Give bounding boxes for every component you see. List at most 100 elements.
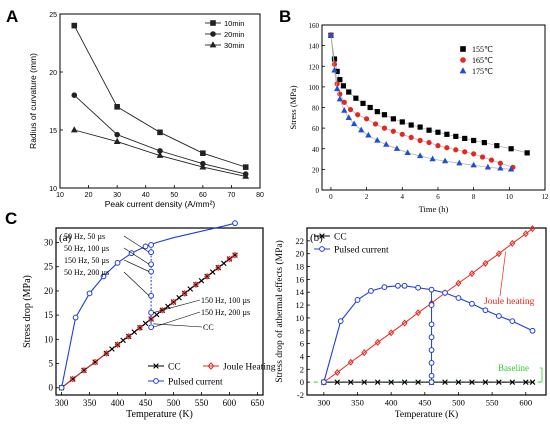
data-point (462, 135, 468, 142)
y-tick-label: 15 (44, 310, 54, 320)
data-point-joule (509, 239, 516, 247)
data-point-pulsed (58, 384, 65, 391)
data-point-cc (92, 359, 98, 365)
data-point (334, 85, 341, 92)
legend-marker (460, 46, 466, 52)
annotation-leader (153, 299, 201, 313)
legend-marker (210, 31, 216, 37)
legend-label: 165℃ (472, 56, 493, 65)
data-point (355, 112, 361, 118)
data-point-pulsed (401, 282, 408, 289)
legend-label: Pulsed current (334, 246, 389, 256)
y-tick-label: 10 (49, 186, 57, 193)
data-point-joule (159, 306, 166, 314)
data-point-cc (232, 252, 238, 258)
data-point (71, 22, 78, 29)
x-tick-label: 20 (85, 192, 93, 199)
data-point-cc (176, 294, 182, 301)
annotation-leader (123, 259, 150, 272)
data-point (417, 124, 423, 130)
x-tick-label: 10 (506, 193, 514, 201)
y-axis-label: Stress drop (MPa) (22, 275, 33, 348)
data-point (360, 100, 366, 106)
panel-label-a: A (6, 7, 18, 26)
data-point (345, 114, 352, 120)
x-tick-label: 500 (452, 398, 465, 408)
y-tick-label: -2 (297, 390, 304, 400)
data-point-joule (388, 329, 395, 337)
data-point (417, 137, 423, 144)
data-point-pulsed (428, 372, 435, 379)
sub-label: (b) (310, 232, 323, 244)
y-tick-label: 20 (44, 286, 54, 296)
annotation-label: 150 Hz, 50 µs (64, 256, 109, 265)
y-tick-label: 2 (300, 364, 304, 374)
y-axis-label: Stress (MPa) (288, 85, 298, 129)
data-point (435, 143, 441, 149)
data-point-cc (215, 264, 222, 271)
y-tick-label: 22 (296, 236, 305, 246)
y-tick-label: 8 (300, 326, 304, 336)
x-tick-label: 600 (519, 398, 532, 408)
data-point (114, 104, 120, 110)
data-point (347, 106, 354, 113)
data-point (157, 129, 163, 136)
data-point (390, 116, 396, 122)
data-point-joule (114, 341, 121, 349)
data-point-joule (415, 309, 422, 317)
data-point-pulsed (381, 284, 388, 290)
data-point-joule (148, 315, 154, 323)
data-point (453, 133, 459, 139)
data-point (479, 154, 486, 160)
annotation-label: 50 Hz, 100 µs (64, 244, 109, 253)
data-point-cc (226, 256, 233, 262)
data-point-pulsed (337, 318, 344, 325)
y-tick-label: 20 (49, 70, 57, 77)
data-point-cc (415, 379, 421, 385)
data-point (481, 139, 487, 146)
legend-label: 30min (224, 41, 244, 50)
data-point (374, 136, 381, 143)
data-point-cc (523, 379, 529, 385)
data-point (367, 104, 373, 111)
data-point (426, 127, 432, 133)
data-point (242, 164, 249, 170)
data-point-cc (209, 269, 216, 275)
data-point-pulsed (442, 289, 448, 296)
y-tick-label: 100 (309, 84, 320, 92)
legend-label: Joule Heating (223, 363, 276, 373)
data-point-cc (81, 367, 87, 374)
data-point-joule (361, 349, 368, 357)
x-tick-label: 300 (55, 398, 69, 408)
data-point-cc (114, 341, 121, 348)
data-point (456, 159, 463, 166)
data-point (365, 131, 372, 138)
data-point-joule (81, 366, 87, 374)
y-tick-label: 80 (312, 105, 320, 113)
x-tick-label: 2 (365, 193, 369, 201)
annotation-label: 50 Hz, 200 µs (64, 268, 109, 277)
data-point (426, 139, 432, 146)
x-tick-label: 12 (542, 193, 550, 201)
data-point-pulsed (148, 268, 155, 275)
x-tick-label: 450 (139, 398, 153, 408)
y-tick-label: 15 (49, 128, 57, 135)
data-point (71, 92, 78, 98)
data-point-cc (103, 350, 110, 357)
data-point-pulsed (354, 297, 361, 303)
y-tick-label: 0 (316, 187, 320, 195)
data-point-joule (482, 259, 489, 267)
series-line-pulsed (323, 285, 533, 383)
legend-marker (153, 363, 159, 369)
data-point-cc (187, 286, 194, 292)
data-point (70, 126, 78, 133)
x-tick-label: 10 (56, 192, 64, 199)
data-point-cc (198, 277, 205, 284)
data-point-pulsed (142, 243, 149, 250)
legend-marker (459, 67, 467, 74)
data-point (508, 146, 514, 152)
data-point-cc (193, 281, 199, 288)
plot-frame (55, 227, 264, 396)
data-point-pulsed (148, 261, 155, 268)
data-point-cc (153, 311, 160, 318)
